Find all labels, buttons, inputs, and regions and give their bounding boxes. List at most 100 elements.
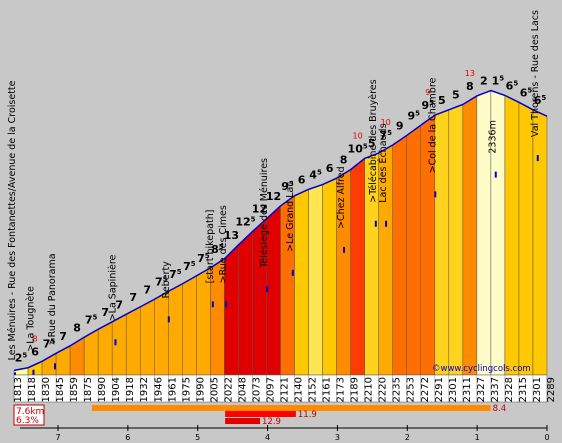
elevation-tick: 2022 bbox=[223, 377, 234, 402]
gradient-label: 7 bbox=[143, 283, 151, 296]
profile-segment bbox=[322, 177, 337, 376]
distance-tick-label: 3 bbox=[335, 433, 340, 442]
elevation-tick: 1904 bbox=[111, 377, 122, 402]
elevation-tick: 1859 bbox=[69, 377, 80, 402]
elevation-tick: 1845 bbox=[55, 377, 66, 402]
profile-segment bbox=[392, 134, 407, 376]
location-label: Lac des Échauds bbox=[377, 123, 389, 202]
profile-segment bbox=[294, 188, 309, 376]
gradient-label: 6 bbox=[31, 345, 39, 358]
gradient-label: 6 bbox=[298, 173, 306, 186]
location-label: >Rue du Panorama bbox=[47, 253, 58, 345]
gradient-peak-label: 9 bbox=[425, 88, 430, 97]
summary-avg-gradient: 6.3% bbox=[16, 416, 39, 426]
elevation-tick: 2189 bbox=[350, 377, 361, 402]
distance-tick-label: 2 bbox=[405, 433, 410, 442]
summary-distance: 7.6km bbox=[16, 407, 44, 417]
profile-segment bbox=[125, 306, 141, 376]
profile-segment bbox=[308, 184, 323, 376]
elevation-tick: 2048 bbox=[237, 377, 248, 402]
gradient-label: 8 bbox=[466, 80, 474, 93]
elevation-tick: 1932 bbox=[139, 377, 150, 402]
gradient-summary-bars: 8.4 11.9 12.9 bbox=[91, 404, 507, 427]
gradient-label: 6 bbox=[326, 162, 334, 175]
gradient-label: 5 bbox=[452, 88, 460, 101]
elevation-tick: 2220 bbox=[378, 377, 389, 402]
elevation-tick: 2328 bbox=[504, 377, 515, 402]
gradient-label: 5 bbox=[438, 94, 446, 107]
gradient-peak-label: 8 bbox=[32, 334, 37, 343]
elevation-tick: 2311 bbox=[462, 377, 473, 402]
profile-segment bbox=[238, 230, 253, 376]
location-label: >Télécabine des Bruyères bbox=[368, 79, 379, 202]
elevation-tick: 1990 bbox=[195, 377, 206, 402]
location-label: Télésiège des Ménuires bbox=[259, 158, 270, 269]
elevation-tick: 2073 bbox=[251, 377, 262, 402]
elevation-tick: 1813 bbox=[13, 377, 24, 402]
profile-segment bbox=[504, 94, 520, 376]
gradient-label: 12 bbox=[266, 190, 281, 203]
profile-segment bbox=[111, 313, 127, 376]
elevation-tick: 2337 bbox=[490, 377, 501, 402]
location-label: Val Thorens - Rue des Lacs bbox=[530, 10, 541, 137]
profile-segment bbox=[182, 275, 197, 376]
location-label: 2336m bbox=[488, 120, 499, 153]
elevation-tick: 2097 bbox=[265, 377, 276, 402]
gradient-label: 12 bbox=[252, 203, 267, 216]
location-labels: Les Ménuires - Rue des Fontanettes/Avenu… bbox=[7, 10, 541, 379]
elevation-tick: 1818 bbox=[27, 377, 38, 402]
gradient-label: 125 bbox=[235, 216, 255, 229]
gradient-peak-label: 10 bbox=[381, 118, 391, 127]
location-label: [start bikepath] bbox=[205, 210, 216, 284]
gradient-label: 105 bbox=[348, 142, 368, 155]
location-label: >Le Grand Lac bbox=[285, 181, 296, 251]
profile-outline bbox=[13, 89, 548, 372]
elevation-tick: 2140 bbox=[294, 377, 305, 402]
elevation-tick: 2210 bbox=[364, 377, 375, 402]
profile-segment bbox=[139, 298, 155, 376]
gradient-label: 2 bbox=[480, 75, 488, 88]
profile-segment bbox=[448, 104, 464, 376]
elevation-tick: 2152 bbox=[308, 377, 319, 402]
gradient-label: 13 bbox=[224, 229, 239, 242]
gradient-bar-value: 12.9 bbox=[262, 417, 281, 427]
gradient-peak-label: 13 bbox=[465, 69, 475, 78]
profile-segment bbox=[350, 157, 365, 376]
location-label: Reberty bbox=[161, 261, 172, 299]
source-url[interactable]: ©www.cyclingcols.com bbox=[432, 364, 531, 374]
distance-tick-label: 4 bbox=[265, 433, 270, 442]
elevation-tick: 2301 bbox=[448, 377, 459, 402]
distance-tick-label: 1 bbox=[475, 433, 480, 442]
gradient-label: 5 bbox=[368, 137, 376, 150]
gradient-label: 7 bbox=[115, 298, 123, 311]
elevation-tick: 1946 bbox=[153, 377, 164, 402]
gradient-label: 9 bbox=[396, 119, 404, 132]
distance-tick-label: 5 bbox=[195, 433, 200, 442]
elevation-tick: 2235 bbox=[392, 377, 403, 402]
gradient-label: 8 bbox=[340, 154, 348, 167]
gradient-bar-value: 11.9 bbox=[298, 410, 317, 420]
distance-tick-label: 7 bbox=[55, 433, 60, 442]
profile-segment bbox=[97, 321, 113, 376]
elevation-tick: 1975 bbox=[181, 377, 192, 402]
distance-tick-label: 6 bbox=[125, 433, 130, 442]
gradient-peak-label: 10 bbox=[353, 131, 363, 140]
summary-box-frame bbox=[13, 404, 45, 426]
gradient-label: 7 bbox=[129, 291, 137, 304]
location-label: >Col de la Chambre bbox=[427, 77, 438, 173]
elevation-tick: 2173 bbox=[336, 377, 347, 402]
elevation-tick: 1875 bbox=[83, 377, 94, 402]
profile-area bbox=[13, 89, 548, 376]
elevation-tick: 1918 bbox=[125, 377, 136, 402]
location-label: >Rue des Cimes bbox=[218, 205, 229, 283]
elevation-tick: 2005 bbox=[209, 377, 220, 402]
elevation-tick: 2315 bbox=[518, 377, 529, 402]
location-label: >La Sapinière bbox=[107, 254, 118, 321]
distance-tick-label: 0 bbox=[544, 433, 549, 442]
location-label: >Chez Alfred bbox=[336, 166, 347, 229]
gradient-label: 7 bbox=[59, 330, 67, 343]
profile-segment bbox=[406, 124, 422, 376]
gradient-bar-value: 8.4 bbox=[493, 404, 507, 414]
elevation-tick: 2327 bbox=[476, 377, 487, 402]
